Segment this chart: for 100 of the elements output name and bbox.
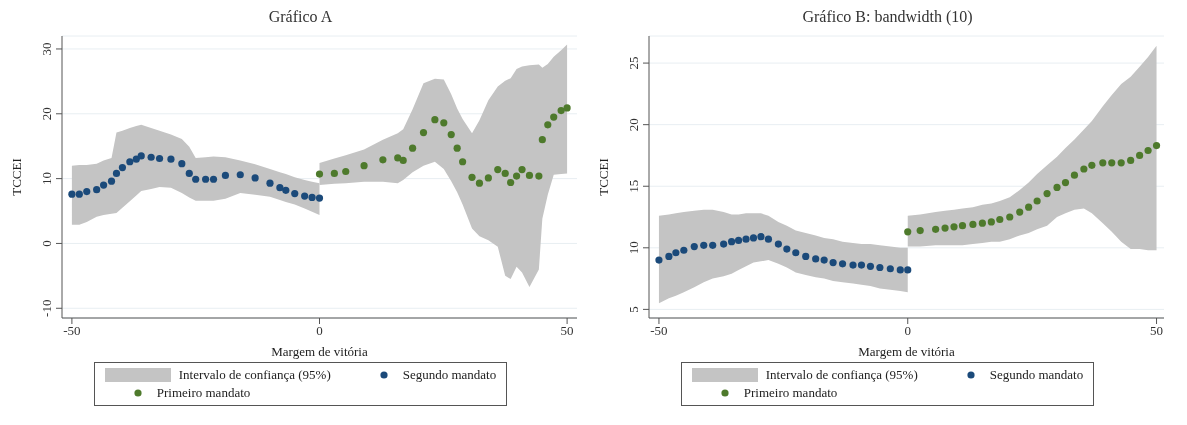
point (507, 178, 515, 187)
point (185, 169, 193, 178)
point (849, 261, 857, 269)
point (812, 255, 820, 263)
point (987, 218, 995, 226)
point (728, 238, 736, 246)
point (453, 144, 461, 152)
point (75, 190, 83, 198)
point (315, 170, 324, 178)
point (996, 215, 1004, 224)
point (394, 154, 402, 162)
point (100, 181, 108, 189)
point (1016, 208, 1024, 216)
point (792, 249, 800, 257)
point (360, 162, 368, 170)
chart-title: Gráfico B: bandwidth (10) (801, 8, 974, 28)
point (379, 156, 387, 164)
legend-label: Primeiro mandato (156, 385, 251, 401)
point (475, 179, 484, 187)
point (342, 167, 350, 176)
point (742, 235, 750, 243)
point (525, 171, 534, 179)
point (563, 104, 571, 112)
point (535, 172, 543, 180)
point (876, 263, 884, 272)
point (330, 169, 338, 178)
x-axis-title: Margem de vitória (858, 344, 955, 359)
point (1043, 190, 1051, 198)
point (447, 130, 455, 139)
point (68, 190, 76, 198)
point (1088, 161, 1096, 169)
point (132, 155, 140, 163)
point (764, 235, 773, 243)
text: Intervalo de confiança (95%) (178, 367, 331, 383)
point (838, 260, 847, 268)
point (538, 136, 546, 144)
point (550, 113, 558, 121)
point (655, 256, 663, 264)
point (83, 187, 91, 196)
point (820, 256, 828, 264)
x-tick-label: 0 (316, 323, 323, 339)
point (680, 246, 688, 254)
point (932, 225, 940, 233)
point (783, 245, 791, 253)
legend-label: Primeiro mandato (743, 385, 838, 401)
point (315, 194, 324, 202)
point (167, 155, 175, 163)
point (221, 171, 230, 179)
point (276, 184, 284, 192)
point (734, 236, 743, 245)
point (757, 233, 765, 241)
x-tick-label: 0 (904, 323, 911, 339)
point (301, 192, 309, 200)
point (282, 186, 290, 194)
point (308, 193, 316, 202)
point (904, 266, 912, 274)
point (494, 165, 502, 174)
point (118, 164, 127, 172)
x-tick-label: -50 (63, 323, 81, 339)
point (155, 154, 164, 163)
y-tick-label: 30 (39, 42, 54, 56)
point (690, 242, 698, 251)
point (829, 258, 837, 267)
point (107, 177, 116, 185)
point (202, 175, 210, 183)
point (700, 241, 708, 249)
y-tick-label: 25 (626, 56, 641, 70)
point (1080, 165, 1088, 173)
point (886, 265, 894, 273)
point (518, 165, 526, 174)
point (126, 158, 134, 166)
point (1152, 142, 1161, 150)
point (137, 152, 145, 160)
point (93, 186, 101, 194)
point (440, 119, 448, 127)
point (557, 106, 565, 115)
y-tick-label: 20 (39, 107, 54, 121)
y-tick-label: 5 (626, 306, 641, 313)
point (1127, 156, 1135, 164)
point (236, 171, 244, 179)
y-axis-title: TCCEI (595, 158, 611, 196)
y-axis-title: TCCEI (8, 158, 24, 196)
point (958, 222, 967, 230)
point (1144, 146, 1152, 155)
point (1108, 159, 1116, 167)
point (904, 228, 912, 236)
y-tick-label: 0 (39, 240, 54, 247)
text: Intervalo de confiança (95%) (765, 367, 918, 383)
point (501, 169, 509, 178)
point (512, 172, 521, 180)
point (468, 173, 476, 181)
point (1006, 213, 1014, 221)
point (978, 219, 986, 227)
point (1061, 178, 1070, 187)
point (866, 262, 875, 270)
point (1025, 203, 1033, 211)
x-tick-label: -50 (650, 323, 668, 339)
point (112, 169, 121, 178)
point (1099, 159, 1107, 167)
point (1033, 197, 1041, 205)
